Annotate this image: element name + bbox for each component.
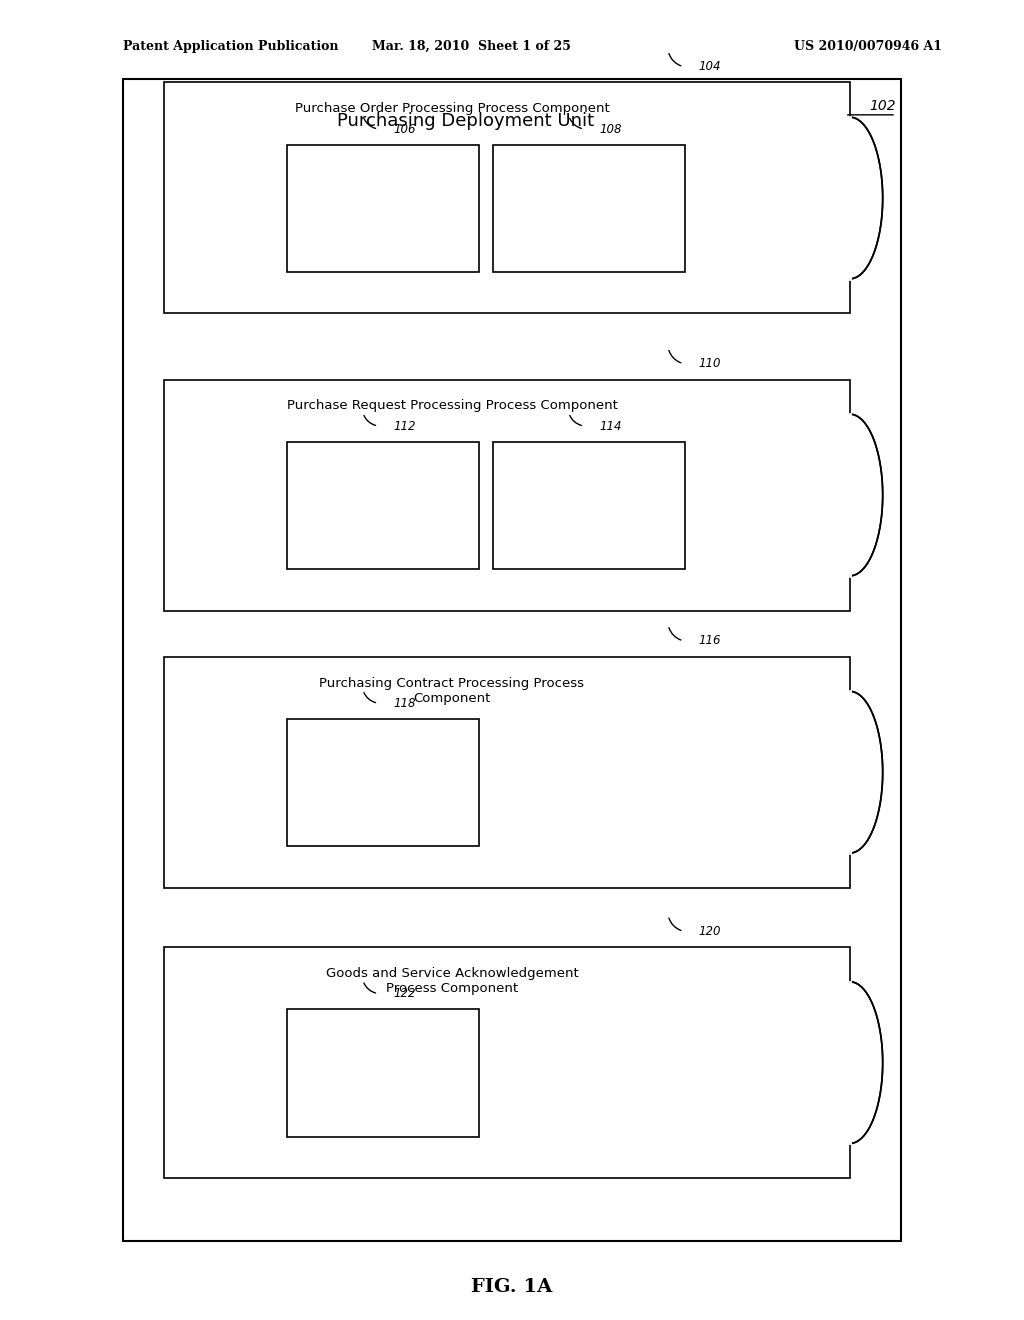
Polygon shape (850, 982, 883, 1143)
Bar (494, 442, 685, 569)
Text: Purchasing Deployment Unit: Purchasing Deployment Unit (337, 112, 594, 131)
Text: Purchase Order Processing Process Component: Purchase Order Processing Process Compon… (295, 103, 609, 115)
Text: Purchase Order: Purchase Order (335, 202, 432, 215)
Text: 114: 114 (599, 420, 622, 433)
Text: Purchase Order
Creation Run: Purchase Order Creation Run (335, 491, 432, 519)
Text: Goods and Service
Acknowledgement: Goods and Service Acknowledgement (325, 1059, 442, 1086)
Bar (494, 145, 685, 272)
Bar (164, 82, 850, 313)
Text: 120: 120 (699, 925, 721, 937)
Text: 102: 102 (869, 99, 896, 114)
Bar (288, 1010, 479, 1137)
Text: 118: 118 (393, 697, 416, 710)
Polygon shape (850, 117, 883, 279)
Bar (288, 442, 479, 569)
Text: Patent Application Publication: Patent Application Publication (123, 40, 338, 53)
Polygon shape (850, 692, 883, 853)
Bar (123, 79, 901, 1241)
Bar (164, 948, 850, 1177)
Text: 122: 122 (393, 987, 416, 1001)
Text: 112: 112 (393, 420, 416, 433)
Polygon shape (850, 414, 883, 576)
Text: Purchase Request Processing Process Component: Purchase Request Processing Process Comp… (287, 400, 617, 412)
Bar (288, 719, 479, 846)
Bar (164, 657, 850, 887)
Text: Purchasing Contract Processing Process
Component: Purchasing Contract Processing Process C… (319, 677, 585, 705)
Text: FIG. 1A: FIG. 1A (471, 1278, 553, 1296)
Text: Purchasing
Contract: Purchasing Contract (349, 768, 418, 796)
Bar (288, 145, 479, 272)
Text: 110: 110 (699, 358, 721, 370)
Text: Purchase Request: Purchase Request (534, 499, 645, 512)
Text: 116: 116 (699, 635, 721, 647)
Text: 108: 108 (599, 123, 622, 136)
Text: Mar. 18, 2010  Sheet 1 of 25: Mar. 18, 2010 Sheet 1 of 25 (372, 40, 570, 53)
Text: 104: 104 (699, 61, 721, 73)
Text: Purchase Order
Confirmation: Purchase Order Confirmation (541, 194, 638, 222)
Text: Goods and Service Acknowledgement
Process Component: Goods and Service Acknowledgement Proces… (326, 966, 579, 995)
Text: 106: 106 (393, 123, 416, 136)
Text: US 2010/0070946 A1: US 2010/0070946 A1 (794, 40, 942, 53)
Bar (164, 380, 850, 610)
